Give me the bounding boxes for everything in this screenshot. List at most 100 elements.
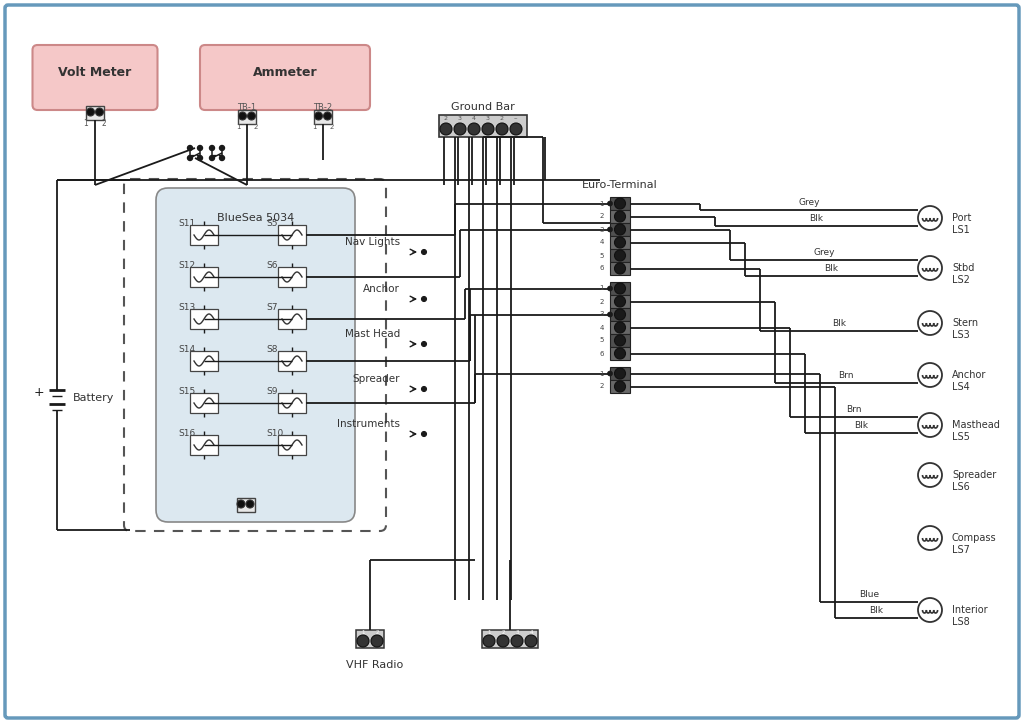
- Bar: [610, 308, 630, 321]
- Text: Grey: Grey: [813, 248, 835, 257]
- Circle shape: [468, 123, 480, 135]
- Circle shape: [248, 112, 256, 120]
- Bar: [610, 236, 630, 249]
- Circle shape: [497, 635, 509, 647]
- Circle shape: [918, 598, 942, 622]
- Text: 5: 5: [600, 338, 604, 343]
- Circle shape: [198, 145, 203, 150]
- Text: TB-2: TB-2: [313, 103, 333, 113]
- FancyBboxPatch shape: [200, 45, 370, 110]
- Bar: [278, 225, 306, 245]
- Circle shape: [607, 286, 612, 291]
- Text: 1: 1: [599, 370, 604, 377]
- Bar: [190, 309, 218, 329]
- Bar: [278, 393, 306, 413]
- Text: 1: 1: [311, 124, 316, 130]
- Text: BlueSea 5034: BlueSea 5034: [217, 213, 294, 223]
- Bar: [439, 115, 527, 137]
- Circle shape: [918, 311, 942, 335]
- Bar: [278, 267, 306, 287]
- Circle shape: [422, 341, 427, 346]
- Text: Grey: Grey: [799, 198, 820, 207]
- Bar: [356, 630, 384, 648]
- Bar: [610, 380, 630, 393]
- Circle shape: [86, 108, 94, 116]
- Circle shape: [614, 348, 626, 359]
- Bar: [190, 267, 218, 287]
- Bar: [86, 106, 104, 120]
- FancyBboxPatch shape: [5, 5, 1019, 718]
- Circle shape: [614, 381, 626, 392]
- Circle shape: [918, 206, 942, 230]
- Circle shape: [614, 296, 626, 307]
- Text: 1: 1: [599, 286, 604, 291]
- Text: Stbd
LS2: Stbd LS2: [952, 263, 975, 285]
- Bar: [278, 351, 306, 371]
- Bar: [610, 295, 630, 308]
- Circle shape: [187, 145, 193, 150]
- FancyBboxPatch shape: [33, 45, 158, 110]
- Text: Battery: Battery: [73, 393, 115, 403]
- Text: S11: S11: [178, 218, 196, 228]
- Text: 2: 2: [600, 383, 604, 390]
- Text: Stern
LS3: Stern LS3: [952, 318, 978, 340]
- Circle shape: [614, 368, 626, 379]
- Text: Blk: Blk: [854, 421, 868, 430]
- Bar: [278, 435, 306, 455]
- Text: 2: 2: [101, 119, 106, 127]
- Circle shape: [918, 256, 942, 280]
- Bar: [190, 435, 218, 455]
- Circle shape: [219, 145, 224, 150]
- Circle shape: [607, 201, 612, 206]
- Bar: [610, 197, 630, 210]
- Circle shape: [614, 309, 626, 320]
- Bar: [314, 110, 332, 124]
- Text: Port
LS1: Port LS1: [952, 213, 972, 234]
- Circle shape: [239, 112, 247, 120]
- Circle shape: [614, 198, 626, 209]
- Text: S13: S13: [178, 302, 196, 312]
- Bar: [610, 223, 630, 236]
- Text: TB-1: TB-1: [238, 103, 257, 113]
- Text: S6: S6: [266, 260, 278, 270]
- Circle shape: [614, 211, 626, 222]
- Bar: [610, 347, 630, 360]
- Circle shape: [614, 263, 626, 274]
- Circle shape: [496, 123, 508, 135]
- Circle shape: [454, 123, 466, 135]
- Text: S10: S10: [266, 429, 284, 437]
- Text: S14: S14: [178, 344, 196, 354]
- Circle shape: [607, 312, 612, 317]
- Circle shape: [607, 371, 612, 376]
- Bar: [610, 249, 630, 262]
- Text: Blk: Blk: [831, 319, 846, 328]
- Circle shape: [614, 237, 626, 248]
- Text: 2: 2: [500, 116, 504, 121]
- Text: 2: 2: [600, 213, 604, 220]
- Circle shape: [422, 249, 427, 254]
- Circle shape: [210, 145, 214, 150]
- Bar: [610, 321, 630, 334]
- Circle shape: [511, 635, 523, 647]
- Circle shape: [614, 224, 626, 235]
- Text: VHF Radio: VHF Radio: [346, 660, 403, 670]
- Text: Euro-Terminal: Euro-Terminal: [582, 180, 657, 190]
- Bar: [610, 282, 630, 295]
- Text: S15: S15: [178, 387, 196, 395]
- Text: Anchor: Anchor: [364, 284, 400, 294]
- Circle shape: [422, 432, 427, 437]
- Bar: [482, 630, 538, 648]
- Text: 6: 6: [599, 265, 604, 272]
- Bar: [278, 309, 306, 329]
- Text: Interior
LS8: Interior LS8: [952, 605, 987, 627]
- Text: 3: 3: [486, 116, 490, 121]
- Text: Masthead
LS5: Masthead LS5: [952, 420, 999, 442]
- Text: Mast Head: Mast Head: [345, 329, 400, 339]
- Text: Blue: Blue: [859, 590, 879, 599]
- Bar: [238, 110, 256, 124]
- Text: Compass
LS7: Compass LS7: [952, 533, 996, 555]
- Text: S16: S16: [178, 429, 196, 437]
- Text: 2: 2: [600, 299, 604, 304]
- Text: S12: S12: [178, 260, 196, 270]
- Text: +: +: [34, 387, 44, 400]
